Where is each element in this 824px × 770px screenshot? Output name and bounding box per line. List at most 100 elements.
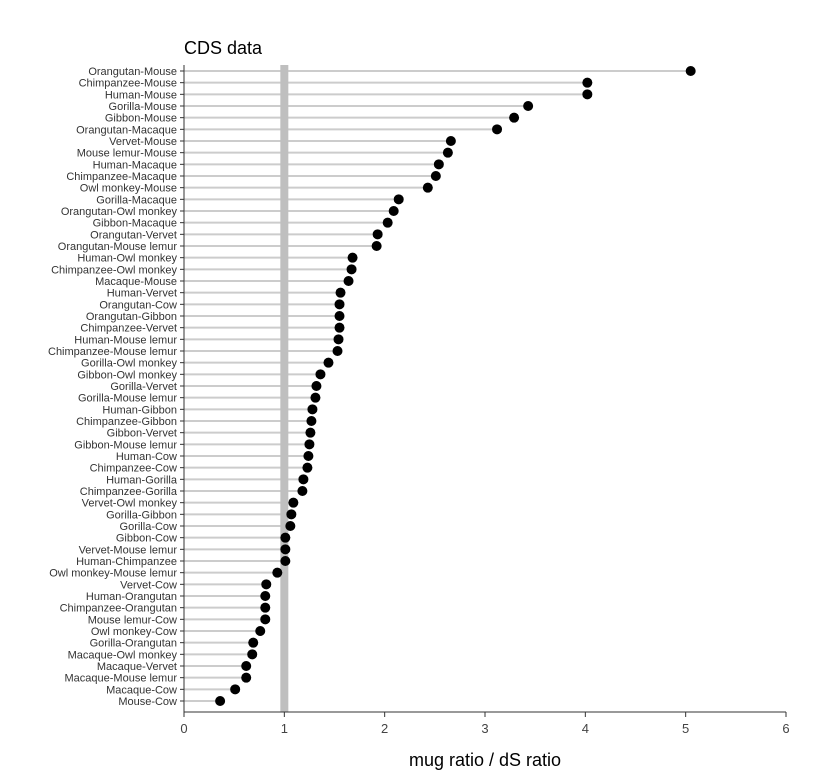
data-point <box>241 672 252 683</box>
y-tick-label: Chimpanzee-Mouse lemur <box>48 346 177 358</box>
x-tick-label: 6 <box>782 721 789 736</box>
plot-area: Orangutan-MouseChimpanzee-MouseHuman-Mou… <box>48 65 790 736</box>
y-tick-label: Gorilla-Macaque <box>96 194 177 206</box>
y-tick-label: Human-Chimpanzee <box>76 556 177 568</box>
data-point <box>255 626 266 636</box>
y-tick-label: Human-Cow <box>116 451 177 463</box>
x-tick-label: 3 <box>481 721 488 736</box>
y-tick-label: Human-Mouse lemur <box>74 334 177 346</box>
y-tick-label: Gorilla-Gibbon <box>106 509 177 521</box>
y-tick-label: Gibbon-Vervet <box>107 428 177 440</box>
y-tick-label: Macaque-Mouse <box>95 276 177 288</box>
data-point <box>315 369 326 380</box>
data-point <box>303 451 314 461</box>
y-tick-label: Gorilla-Owl monkey <box>81 358 177 370</box>
data-point <box>509 112 520 123</box>
y-tick-label: Vervet-Mouse <box>109 136 177 148</box>
y-tick-label: Owl monkey-Mouse <box>80 183 177 195</box>
y-tick-label: Orangutan-Mouse <box>88 66 177 78</box>
data-point <box>311 381 322 391</box>
y-tick-label: Macaque-Cow <box>106 684 177 696</box>
data-point <box>334 299 345 310</box>
y-tick-label: Chimpanzee-Macaque <box>66 171 177 183</box>
data-point <box>297 486 308 496</box>
y-tick-label: Gorilla-Orangutan <box>90 638 177 650</box>
data-point <box>298 474 309 485</box>
data-point <box>582 89 593 100</box>
y-tick-label: Human-Gibbon <box>102 404 177 416</box>
y-tick-label: Gorilla-Mouse lemur <box>78 393 177 405</box>
y-tick-label: Orangutan-Gibbon <box>86 311 177 323</box>
y-tick-label: Vervet-Cow <box>120 579 177 591</box>
y-tick-label: Chimpanzee-Vervet <box>80 323 177 335</box>
data-point <box>332 346 343 356</box>
data-point <box>371 241 382 251</box>
y-tick-label: Human-Macaque <box>93 159 177 171</box>
y-tick-label: Chimpanzee-Owl monkey <box>51 264 177 276</box>
data-point <box>685 66 696 76</box>
data-point <box>272 567 283 578</box>
data-point <box>372 229 383 240</box>
y-tick-label: Human-Gorilla <box>106 474 178 486</box>
y-tick-label: Chimpanzee-Orangutan <box>60 603 177 615</box>
data-point <box>347 252 358 263</box>
y-tick-label: Gibbon-Mouse <box>105 113 177 125</box>
data-point <box>382 217 393 228</box>
y-tick-label: Orangutan-Owl monkey <box>61 206 178 218</box>
y-tick-label: Orangutan-Mouse lemur <box>58 241 178 253</box>
y-tick-label: Gibbon-Owl monkey <box>77 369 177 381</box>
y-tick-label: Vervet-Mouse lemur <box>79 544 178 556</box>
data-point <box>334 322 345 333</box>
data-point <box>307 404 318 415</box>
y-tick-label: Gibbon-Macaque <box>93 218 177 230</box>
x-tick-label: 5 <box>682 721 689 736</box>
chart-title: CDS data <box>184 38 263 58</box>
data-point <box>445 136 456 146</box>
y-tick-label: Human-Mouse <box>105 89 177 101</box>
data-point <box>306 416 317 426</box>
x-tick-label: 0 <box>180 721 187 736</box>
y-tick-label: Orangutan-Macaque <box>76 124 177 136</box>
data-point <box>343 276 354 286</box>
y-tick-label: Owl monkey-Cow <box>91 626 177 638</box>
data-point <box>442 147 453 158</box>
data-point <box>422 182 433 193</box>
x-tick-label: 4 <box>582 721 589 736</box>
x-tick-label: 2 <box>381 721 388 736</box>
y-tick-label: Gorilla-Vervet <box>110 381 177 393</box>
y-tick-label: Gorilla-Mouse <box>109 101 177 113</box>
y-tick-label: Gibbon-Mouse lemur <box>74 439 177 451</box>
data-point <box>280 532 291 543</box>
y-tick-label: Owl monkey-Mouse lemur <box>49 568 177 580</box>
data-point <box>288 497 299 508</box>
y-tick-label: Chimpanzee-Gibbon <box>76 416 177 428</box>
data-point <box>323 357 334 368</box>
y-tick-label: Human-Owl monkey <box>77 253 177 265</box>
data-point <box>335 287 346 298</box>
y-tick-label: Human-Orangutan <box>86 591 177 603</box>
data-point <box>492 124 503 135</box>
y-tick-label: Macaque-Owl monkey <box>68 649 178 661</box>
data-point <box>280 556 291 566</box>
y-tick-label: Mouse lemur-Cow <box>88 614 177 626</box>
y-tick-label: Mouse lemur-Mouse <box>77 148 177 160</box>
data-point <box>346 264 357 275</box>
data-point <box>582 77 593 88</box>
data-point <box>393 194 404 205</box>
data-point <box>248 637 259 648</box>
y-tick-label: Macaque-Vervet <box>97 661 177 673</box>
y-tick-label: Chimpanzee-Gorilla <box>80 486 178 498</box>
y-tick-label: Macaque-Mouse lemur <box>65 673 178 685</box>
data-point <box>286 509 297 520</box>
data-point <box>523 101 534 111</box>
data-point <box>430 171 441 181</box>
data-point <box>260 591 271 601</box>
data-point <box>215 696 226 706</box>
data-point <box>433 159 444 170</box>
y-tick-label: Gibbon-Cow <box>116 533 177 545</box>
data-point <box>280 544 291 555</box>
y-tick-label: Human-Vervet <box>107 288 177 300</box>
data-point <box>285 521 296 531</box>
data-point <box>261 579 272 590</box>
